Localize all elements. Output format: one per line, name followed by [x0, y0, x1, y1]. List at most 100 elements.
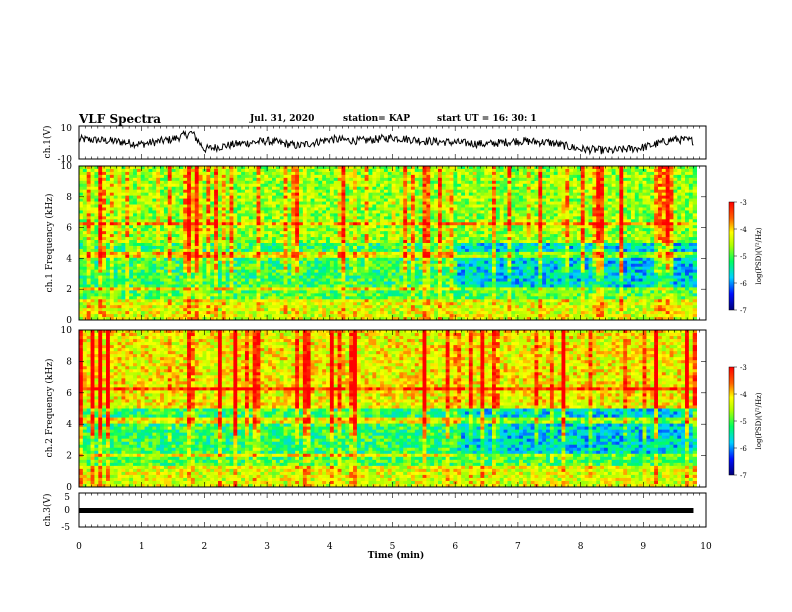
spectrogram-cell [106, 234, 111, 238]
spectrogram-cell [333, 305, 339, 309]
spectrogram-cell [206, 228, 211, 232]
spectrogram-cell [422, 222, 427, 226]
spectrogram-cell [291, 237, 296, 241]
spectrogram-cell [90, 266, 95, 271]
spectrogram-cell [117, 266, 122, 271]
spectrogram-cell [399, 180, 404, 185]
spectrogram-cell [422, 287, 427, 291]
spectrogram-cell [275, 201, 281, 205]
spectrogram-cell [175, 171, 180, 176]
spectrogram-cell [171, 296, 176, 300]
spectrogram-cell [326, 299, 331, 303]
spectrogram-cell [368, 192, 373, 197]
spectrogram-cell [329, 237, 335, 241]
spectrogram-cell [426, 302, 431, 306]
spectrogram-cell [329, 305, 335, 309]
spectrogram-cell [214, 166, 219, 170]
spectrogram-cell [395, 317, 400, 321]
spectrogram-cell [206, 317, 211, 321]
spectrogram-cell [190, 183, 196, 188]
spectrogram-cell [279, 237, 284, 241]
spectrogram-cell [275, 222, 281, 226]
spectrogram-cell [383, 198, 389, 202]
spectrogram-cell [356, 180, 362, 185]
spectrogram-cell [306, 201, 311, 205]
spectrogram-cell [314, 257, 319, 262]
spectrogram-cell [206, 287, 211, 291]
spectrogram-cell [160, 243, 165, 247]
spectrogram-cell [333, 296, 339, 300]
spectrogram-cell [295, 243, 300, 247]
spectrogram-cell [345, 225, 350, 229]
spectrogram-cell [283, 263, 288, 268]
spectrogram-cell [395, 192, 400, 197]
spectrogram-cell [329, 296, 335, 300]
spectrogram-cell [133, 237, 138, 241]
spectrogram-cell [94, 284, 99, 288]
spectrogram-cell [144, 204, 149, 208]
spectrogram-cell [399, 278, 404, 282]
spectrogram-cell [225, 305, 230, 309]
spectrogram-cell [171, 183, 176, 188]
spectrogram-cell [287, 207, 292, 211]
spectrogram-cell [194, 299, 200, 303]
spectrogram-cell [322, 174, 327, 179]
spectrogram-cell [233, 251, 238, 256]
spectrogram-cell [171, 240, 176, 244]
spectrogram-cell [252, 302, 257, 306]
spectrogram-cell [341, 254, 346, 259]
spectrogram-cell [225, 210, 230, 214]
spectrogram-cell [117, 260, 122, 265]
spectrogram-cell [287, 186, 292, 191]
spectrogram-cell [283, 245, 288, 250]
spectrogram-cell [314, 251, 319, 256]
spectrogram-cell [387, 225, 393, 229]
spectrogram-cell [79, 204, 84, 208]
spectrogram-cell [302, 189, 308, 194]
spectrogram-cell [306, 260, 311, 265]
spectrogram-cell [79, 228, 84, 232]
spectrogram-cell [395, 195, 400, 199]
spectrogram-cell [113, 240, 118, 244]
spectrogram-cell [422, 293, 427, 297]
spectrogram-cell [175, 180, 180, 185]
spectrogram-cell [291, 314, 296, 318]
spectrogram-cell [399, 198, 404, 202]
spectrogram-cell [399, 296, 404, 300]
spectrogram-cell [383, 234, 389, 238]
spectrogram-cell [275, 219, 281, 223]
spectrogram-cell [171, 225, 176, 229]
spectrogram-cell [414, 225, 420, 229]
spectrogram-cell [221, 272, 227, 276]
spectrogram-cell [133, 299, 138, 303]
spectrogram-cell [86, 171, 91, 176]
spectrogram-cell [353, 305, 358, 309]
spectrogram-cell [113, 225, 118, 229]
spectrogram-cell [144, 237, 149, 241]
spectrogram-cell [302, 251, 308, 256]
spectrogram-cell [229, 210, 234, 214]
spectrogram-cell [380, 234, 385, 238]
spectrogram-cell [268, 263, 273, 268]
spectrogram-cell [368, 308, 373, 312]
spectrogram-cell [163, 174, 169, 179]
spectrogram-cell [117, 243, 122, 247]
spectrogram-cell [183, 210, 188, 214]
spectrogram-cell [422, 284, 427, 288]
spectrogram-cell [356, 183, 362, 188]
spectrogram-cell [368, 305, 373, 309]
spectrogram-cell [90, 234, 95, 238]
spectrogram-cell [372, 219, 377, 223]
spectrogram-cell [102, 210, 107, 214]
spectrogram-cell [206, 302, 211, 306]
spectrogram-cell [125, 272, 130, 276]
spectrogram-cell [133, 296, 138, 300]
spectrogram-cell [248, 231, 254, 235]
spectrogram-cell [160, 281, 165, 285]
spectrogram-cell [202, 278, 207, 282]
spectrogram-cell [121, 240, 126, 244]
spectrogram-cell [426, 216, 431, 220]
spectrogram-cell [268, 281, 273, 285]
spectrogram-cell [179, 201, 184, 205]
spectrogram-cell [341, 293, 346, 297]
